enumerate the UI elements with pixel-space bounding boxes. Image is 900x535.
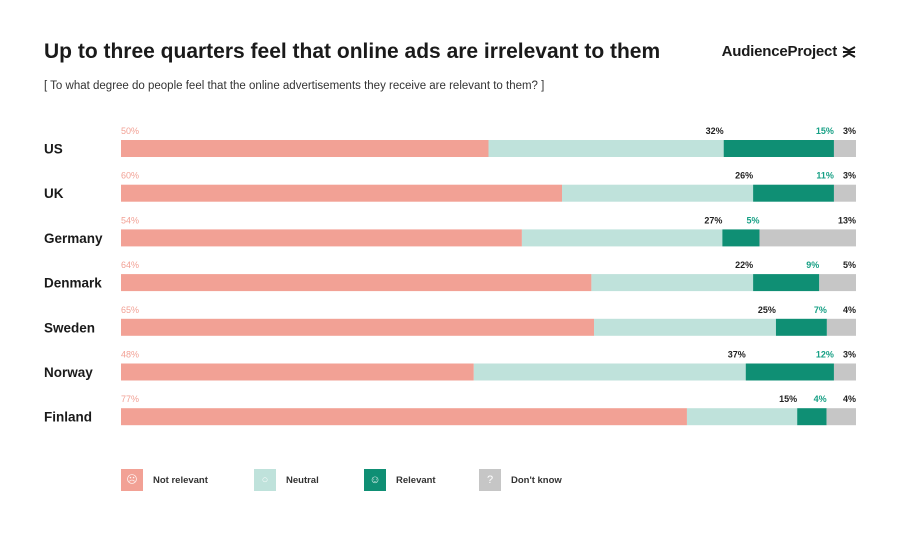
chart-title: Up to three quarters feel that online ad… bbox=[44, 40, 661, 63]
brand-logo: AudienceProject bbox=[722, 43, 856, 60]
data-label-not_relevant: 64% bbox=[121, 260, 139, 270]
brand-mark-icon bbox=[842, 45, 856, 58]
bar-segment-dont_know bbox=[833, 140, 856, 157]
data-label-neutral: 27% bbox=[704, 215, 722, 225]
bar-segment-dont_know bbox=[819, 274, 856, 292]
bar-segment-relevant bbox=[723, 140, 834, 157]
legend-label: Relevant bbox=[396, 474, 436, 486]
stacked-bar-chart: US 50% 32% 15% 3% UK 60% 26% 11% 3% Germany 54% 27% 5… bbox=[44, 126, 856, 426]
data-label-dont_know: 3% bbox=[843, 350, 856, 360]
bar-segment-relevant bbox=[775, 318, 827, 336]
data-label-relevant: 9% bbox=[806, 260, 819, 270]
data-label-dont_know: 13% bbox=[838, 215, 856, 225]
data-label-relevant: 5% bbox=[746, 215, 759, 225]
bar-segment-not_relevant bbox=[121, 363, 474, 381]
category-label: Germany bbox=[44, 231, 103, 246]
smiley-face-icon: ☺ bbox=[364, 469, 386, 491]
bar-segment-not_relevant bbox=[121, 274, 592, 292]
bar-segment-not_relevant bbox=[121, 229, 522, 247]
bar-segment-relevant bbox=[722, 229, 760, 247]
neutral-face-icon: ○ bbox=[254, 469, 276, 491]
data-label-neutral: 15% bbox=[779, 394, 797, 404]
data-label-dont_know: 5% bbox=[843, 260, 856, 270]
data-label-not_relevant: 50% bbox=[121, 126, 139, 136]
bar-segment-relevant bbox=[753, 274, 820, 292]
data-label-neutral: 32% bbox=[706, 126, 724, 136]
data-label-not_relevant: 65% bbox=[121, 305, 139, 315]
data-label-relevant: 7% bbox=[814, 305, 827, 315]
bar-segment-relevant bbox=[753, 184, 834, 202]
bar-segment-relevant bbox=[797, 408, 827, 426]
legend-item-dont_know: ? Don't know bbox=[479, 469, 562, 491]
data-label-dont_know: 4% bbox=[843, 394, 856, 404]
bar-segment-dont_know bbox=[833, 184, 856, 202]
data-label-neutral: 22% bbox=[735, 260, 753, 270]
category-label: UK bbox=[44, 186, 64, 201]
bar-segment-relevant bbox=[745, 363, 834, 381]
category-label: US bbox=[44, 142, 63, 157]
legend-label: Not relevant bbox=[153, 474, 208, 486]
legend-label: Neutral bbox=[286, 474, 319, 486]
data-label-not_relevant: 77% bbox=[121, 394, 139, 404]
data-label-relevant: 4% bbox=[814, 394, 827, 404]
bar-segment-not_relevant bbox=[121, 408, 687, 426]
bar-segment-neutral bbox=[591, 274, 754, 292]
data-label-relevant: 11% bbox=[816, 171, 834, 181]
data-label-neutral: 26% bbox=[735, 171, 753, 181]
bar-segment-not_relevant bbox=[121, 318, 595, 336]
question-mark-icon: ? bbox=[479, 469, 501, 491]
legend-label: Don't know bbox=[511, 474, 562, 486]
bar-segment-neutral bbox=[594, 318, 776, 336]
legend-item-relevant: ☺ Relevant bbox=[364, 469, 436, 491]
data-label-dont_know: 3% bbox=[843, 171, 856, 181]
data-label-not_relevant: 60% bbox=[121, 171, 139, 181]
data-label-not_relevant: 48% bbox=[121, 350, 139, 360]
data-label-dont_know: 4% bbox=[843, 305, 856, 315]
data-label-neutral: 37% bbox=[728, 350, 746, 360]
bar-segment-neutral bbox=[686, 408, 798, 426]
category-label: Norway bbox=[44, 365, 93, 380]
data-label-not_relevant: 54% bbox=[121, 215, 139, 225]
category-label: Sweden bbox=[44, 320, 95, 335]
bar-segment-dont_know bbox=[826, 408, 856, 426]
legend-item-not_relevant: ☹ Not relevant bbox=[121, 469, 208, 491]
bar-segment-dont_know bbox=[759, 229, 856, 247]
data-label-dont_know: 3% bbox=[843, 126, 856, 136]
bar-segment-not_relevant bbox=[121, 140, 489, 157]
chart-legend: ☹ Not relevant ○ Neutral ☺ Relevant? Don't kno… bbox=[121, 469, 856, 491]
bar-segment-not_relevant bbox=[121, 184, 562, 202]
data-label-neutral: 25% bbox=[758, 305, 776, 315]
legend-item-neutral: ○ Neutral bbox=[254, 469, 319, 491]
category-label: Finland bbox=[44, 410, 92, 425]
chart-subtitle: [ To what degree do people feel that the… bbox=[44, 80, 545, 92]
brand-name: AudienceProject bbox=[721, 43, 838, 60]
data-label-relevant: 15% bbox=[816, 126, 834, 136]
bar-segment-neutral bbox=[521, 229, 723, 247]
bar-segment-dont_know bbox=[826, 318, 856, 336]
data-label-relevant: 12% bbox=[816, 350, 834, 360]
sad-face-icon: ☹ bbox=[121, 469, 143, 491]
bar-segment-dont_know bbox=[833, 363, 856, 381]
bar-segment-neutral bbox=[473, 363, 746, 381]
bar-segment-neutral bbox=[562, 184, 754, 202]
bar-segment-neutral bbox=[488, 140, 724, 157]
category-label: Denmark bbox=[44, 276, 102, 291]
